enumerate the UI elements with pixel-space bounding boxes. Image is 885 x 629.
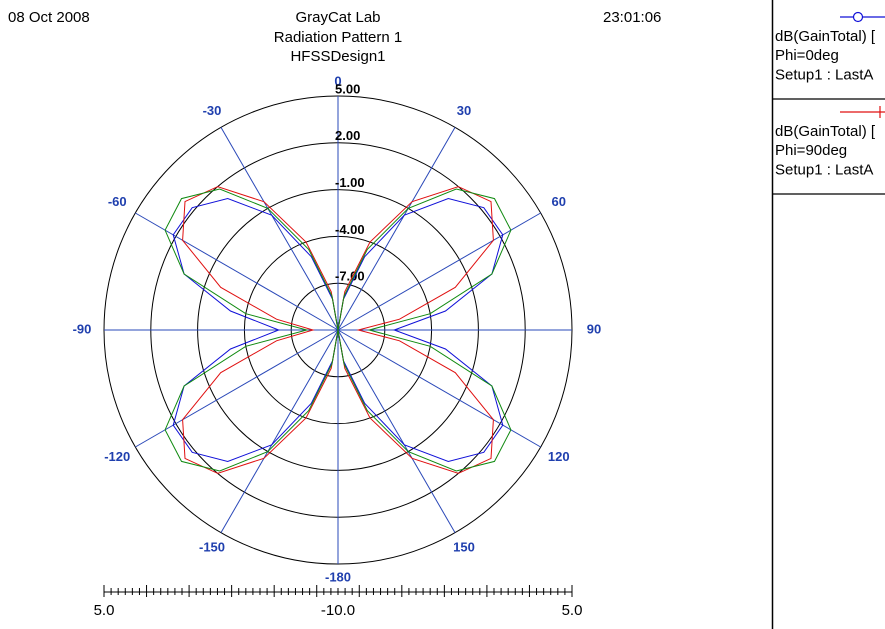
chart-title: GrayCat Lab	[295, 9, 380, 26]
angle-label: 0	[334, 73, 341, 88]
legend-label: dB(GainTotal) [	[775, 28, 876, 45]
angle-label: 30	[457, 103, 471, 118]
angle-label: -90	[73, 321, 92, 336]
spoke	[337, 127, 456, 331]
legend-label: dB(GainTotal) [	[775, 123, 876, 140]
legend-detail: Setup1 : LastA	[775, 161, 873, 178]
legend-marker	[852, 11, 864, 23]
legend-detail: Phi=90deg	[775, 142, 847, 159]
angle-label: 150	[453, 540, 475, 555]
spoke	[135, 329, 339, 448]
legend-detail: Phi=0deg	[775, 47, 839, 64]
spoke	[337, 329, 456, 533]
ruler-label: 5.0	[94, 602, 115, 619]
r-tick-label: 2.00	[335, 128, 360, 143]
spoke	[337, 329, 541, 448]
r-tick-label: 5.00	[335, 81, 360, 96]
angle-label: 120	[548, 449, 570, 464]
r-tick-label: -1.00	[335, 175, 365, 190]
r-tick-label: -4.00	[335, 222, 365, 237]
legend: dB(GainTotal) [ Phi=0deg Setup1 : LastA dB(…	[773, 11, 885, 195]
angle-label: -120	[104, 449, 130, 464]
legend-detail: Setup1 : LastA	[775, 66, 873, 83]
angle-label: 60	[552, 194, 566, 209]
plot: 0 30 60 90 120 150 -180 -150 -120 -90 -60 -30 5.00 2.…	[73, 73, 602, 584]
spoke	[220, 329, 339, 533]
time: 23:01:06	[603, 9, 661, 26]
date: 08 Oct 2008	[8, 9, 90, 26]
ruler: 5.0 -10.0 5.0	[94, 585, 583, 619]
spoke	[135, 212, 339, 331]
ruler-label: 5.0	[562, 602, 583, 619]
design-name: HFSSDesign1	[290, 48, 385, 65]
spoke	[337, 212, 541, 331]
angle-label: -180	[325, 569, 351, 584]
chart-subtitle: Radiation Pattern 1	[274, 29, 402, 46]
spoke	[220, 127, 339, 331]
series-line	[164, 188, 512, 472]
angle-label: 90	[587, 321, 601, 336]
angle-label: -150	[199, 540, 225, 555]
angle-label: -60	[108, 194, 127, 209]
angle-label: -30	[203, 103, 222, 118]
ruler-label: -10.0	[321, 602, 355, 619]
